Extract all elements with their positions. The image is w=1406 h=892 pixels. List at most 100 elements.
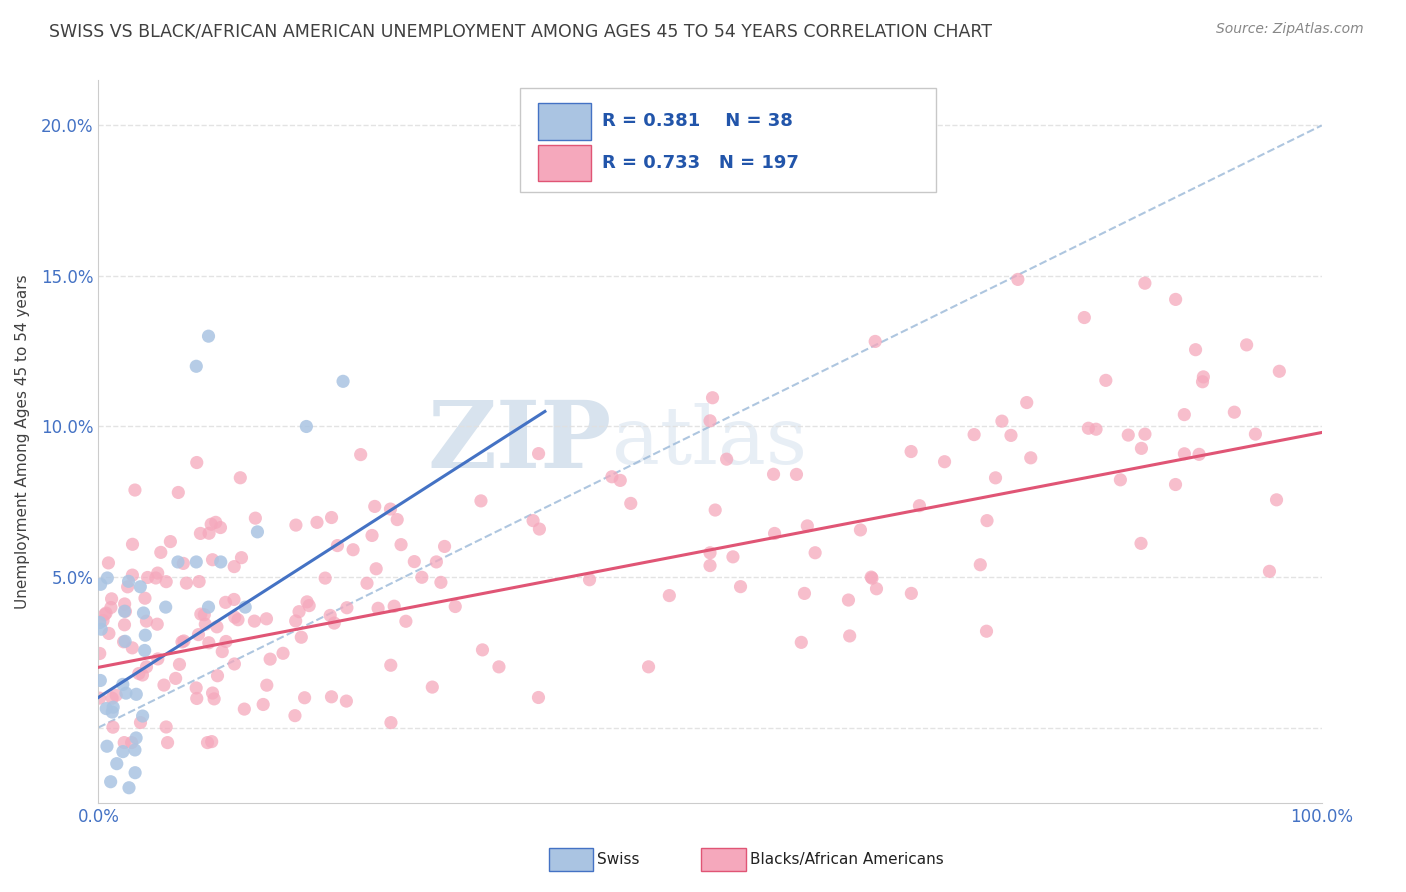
Point bbox=[471, 643, 494, 657]
Point bbox=[637, 660, 659, 674]
Point bbox=[96, 739, 118, 754]
Point bbox=[600, 469, 623, 483]
Point bbox=[121, 640, 143, 655]
Point bbox=[146, 652, 169, 666]
Point bbox=[609, 474, 631, 488]
Point bbox=[1244, 427, 1267, 442]
Point bbox=[224, 657, 246, 671]
Point bbox=[114, 604, 136, 618]
FancyBboxPatch shape bbox=[548, 848, 592, 871]
Text: ZIP: ZIP bbox=[427, 397, 612, 486]
Point bbox=[112, 635, 135, 649]
Point bbox=[382, 599, 405, 614]
Point bbox=[103, 700, 125, 714]
Point bbox=[117, 574, 139, 589]
Point bbox=[969, 558, 991, 572]
Point bbox=[89, 691, 111, 706]
Point bbox=[136, 570, 159, 584]
Point bbox=[135, 614, 157, 628]
Point bbox=[101, 705, 124, 719]
Point bbox=[332, 374, 354, 388]
Point bbox=[1095, 373, 1118, 387]
Point bbox=[134, 628, 156, 642]
Point bbox=[395, 614, 418, 628]
Point bbox=[209, 555, 232, 569]
Point bbox=[908, 499, 931, 513]
Point bbox=[118, 780, 141, 795]
Point bbox=[193, 607, 215, 622]
Point bbox=[205, 620, 228, 634]
Point bbox=[364, 500, 387, 514]
Point bbox=[186, 359, 208, 374]
Point bbox=[527, 690, 550, 705]
Point bbox=[153, 678, 176, 692]
Point bbox=[101, 691, 124, 706]
Point bbox=[202, 691, 225, 706]
Point bbox=[134, 643, 156, 657]
Point bbox=[111, 677, 134, 691]
Point bbox=[134, 591, 156, 606]
Point bbox=[155, 720, 177, 734]
Point bbox=[1019, 450, 1042, 465]
Point bbox=[201, 734, 224, 748]
Point bbox=[245, 511, 267, 525]
Point bbox=[321, 690, 343, 704]
Point bbox=[976, 624, 998, 639]
Point bbox=[146, 617, 169, 632]
Point bbox=[294, 690, 316, 705]
Point bbox=[96, 701, 118, 715]
Point bbox=[233, 702, 256, 716]
Point bbox=[1109, 473, 1132, 487]
Point bbox=[186, 681, 208, 695]
Point bbox=[1265, 492, 1288, 507]
Point bbox=[295, 419, 318, 434]
Point bbox=[1000, 428, 1022, 442]
Point bbox=[863, 334, 886, 349]
Point bbox=[89, 673, 111, 688]
Point bbox=[984, 471, 1007, 485]
Point bbox=[934, 455, 956, 469]
Point bbox=[197, 329, 219, 343]
Point bbox=[256, 612, 278, 626]
Point bbox=[169, 657, 191, 672]
Point bbox=[1184, 343, 1206, 357]
Point bbox=[1130, 536, 1153, 550]
Point bbox=[246, 524, 269, 539]
Point bbox=[860, 570, 883, 584]
Point bbox=[433, 540, 456, 554]
Point bbox=[849, 523, 872, 537]
Point bbox=[366, 562, 388, 576]
Point bbox=[763, 526, 786, 541]
Point bbox=[430, 575, 453, 590]
Point bbox=[444, 599, 467, 614]
Point bbox=[321, 510, 343, 524]
Point bbox=[194, 617, 217, 632]
Point bbox=[131, 709, 153, 723]
Point bbox=[243, 614, 266, 628]
Point bbox=[762, 467, 785, 482]
Point bbox=[963, 427, 986, 442]
Point bbox=[117, 580, 139, 594]
Point bbox=[785, 467, 807, 482]
Point bbox=[200, 517, 222, 532]
Point bbox=[1015, 395, 1038, 409]
Point bbox=[222, 592, 245, 607]
Point bbox=[1085, 422, 1108, 436]
Point bbox=[790, 635, 813, 649]
Point bbox=[100, 600, 122, 615]
Point bbox=[105, 756, 128, 771]
Point bbox=[207, 669, 229, 683]
Point bbox=[215, 634, 238, 648]
Point bbox=[976, 514, 998, 528]
FancyBboxPatch shape bbox=[520, 87, 936, 193]
Point bbox=[367, 601, 389, 615]
Point bbox=[226, 613, 249, 627]
Point bbox=[380, 502, 402, 516]
Point bbox=[284, 518, 307, 533]
Point bbox=[115, 686, 138, 700]
Point bbox=[224, 559, 246, 574]
Point bbox=[209, 520, 232, 534]
Point bbox=[190, 526, 212, 541]
Point bbox=[114, 604, 136, 618]
Point bbox=[704, 503, 727, 517]
